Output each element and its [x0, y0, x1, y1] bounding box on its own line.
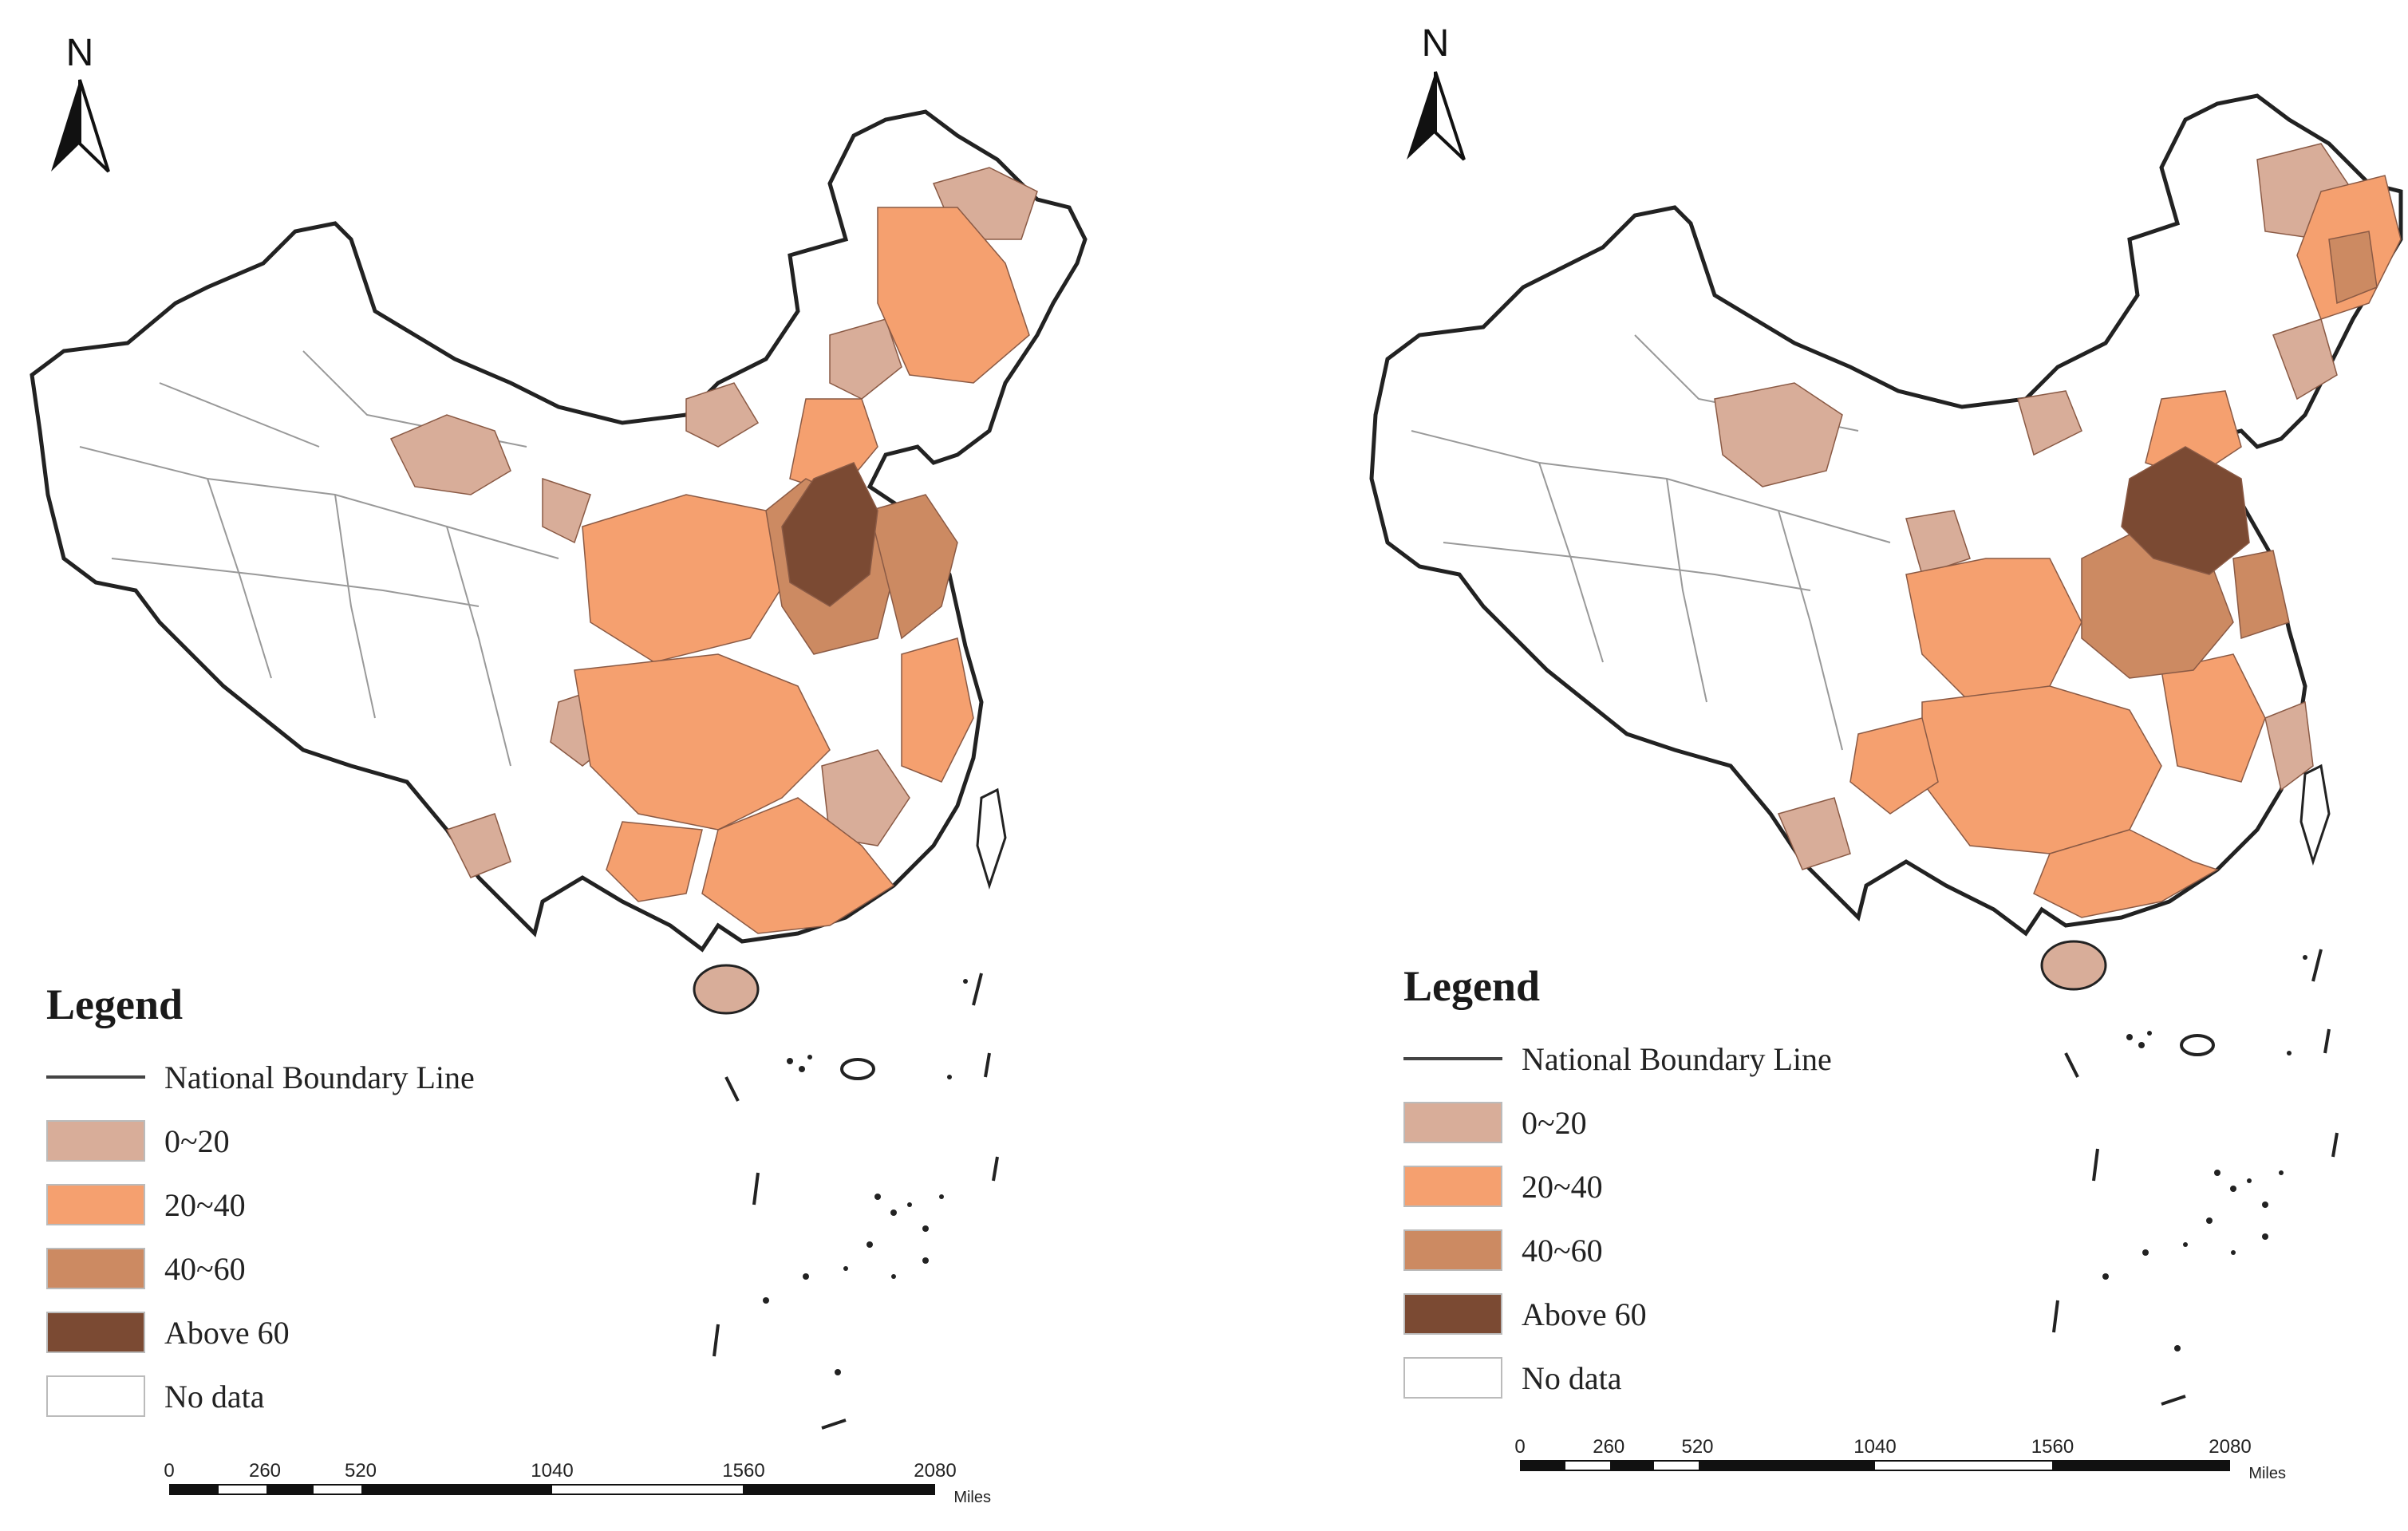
legend-item: No data — [46, 1364, 475, 1428]
north-arrow-icon: N — [1407, 22, 1466, 161]
legend-swatch — [46, 1375, 145, 1417]
scale-tick-label: 520 — [344, 1460, 377, 1482]
map-panel-left: N — [30, 32, 1088, 1506]
legend-label: National Boundary Line — [1522, 1040, 1832, 1077]
scale-tick-label: 1560 — [722, 1460, 765, 1482]
scale-tick-label: 260 — [1593, 1436, 1625, 1458]
scale-tick-label: 2080 — [2209, 1436, 2252, 1458]
legend-label: 40~60 — [164, 1250, 246, 1287]
scale-tick-label: 1560 — [2031, 1436, 2074, 1458]
map-canvas-left: N — [30, 32, 1088, 1430]
legend-label: 20~40 — [164, 1186, 246, 1223]
province-boundaries — [79, 350, 559, 767]
legend-swatch — [1403, 1102, 1502, 1143]
legend-label: 40~60 — [1522, 1232, 1603, 1269]
legend-label: Above 60 — [164, 1314, 290, 1351]
north-label: N — [66, 32, 94, 74]
legend-swatch — [1403, 1357, 1502, 1399]
national-boundary — [1369, 93, 2403, 937]
legend-title: Legend — [46, 981, 184, 1028]
north-arrow-icon: N — [51, 32, 110, 173]
legend-label: Above 60 — [1522, 1296, 1647, 1332]
scale-tick-label: 0 — [1514, 1436, 1526, 1458]
scale-tick-label: 1040 — [1853, 1436, 1897, 1458]
legend-swatch — [1403, 1293, 1502, 1335]
legend-left: Legend National Boundary Line 0~20 20~40… — [46, 980, 475, 1428]
map-canvas-right: N — [1369, 22, 2403, 1406]
legend-swatch — [1403, 1166, 1502, 1207]
scale-tick-label: 1040 — [531, 1460, 574, 1482]
island-dots — [763, 979, 968, 1375]
legend-swatch — [46, 1312, 145, 1353]
scale-tick-label: 520 — [1681, 1436, 1714, 1458]
legend-item: 40~60 — [46, 1237, 475, 1300]
legend-item-boundary: National Boundary Line — [46, 1045, 475, 1109]
legend-swatch — [46, 1184, 145, 1225]
legend-title: Legend — [1403, 962, 1541, 1010]
legend-label: 0~20 — [1522, 1104, 1587, 1141]
choropleth-regions — [389, 167, 1038, 1015]
legend-item: 0~20 — [1403, 1091, 1832, 1154]
legend-label: 20~40 — [1522, 1168, 1603, 1205]
boundary-line-symbol — [1403, 1057, 1502, 1060]
scale-unit: Miles — [2248, 1465, 2286, 1482]
boundary-line-symbol — [46, 1075, 145, 1079]
legend-right: Legend National Boundary Line 0~20 20~40… — [1403, 961, 1832, 1410]
legend-swatch — [46, 1248, 145, 1289]
legend-item: 20~40 — [46, 1173, 475, 1237]
legend-label: No data — [164, 1378, 265, 1415]
scale-tick-label: 260 — [248, 1460, 282, 1482]
scale-tick-label: 2080 — [914, 1460, 957, 1482]
legend-swatch — [1403, 1229, 1502, 1271]
scale-bar-graphic — [1520, 1460, 2230, 1471]
scale-tick-label: 0 — [164, 1460, 175, 1482]
south-china-sea-inset — [713, 973, 999, 1430]
island-dots — [2102, 955, 2307, 1351]
legend-item: No data — [1403, 1346, 1832, 1410]
scale-bar-left: 0 260 520 1040 1560 2080 Miles — [164, 1460, 991, 1506]
legend-label: 0~20 — [164, 1123, 230, 1159]
legend-item: 0~20 — [46, 1109, 475, 1173]
legend-item: Above 60 — [1403, 1282, 1832, 1346]
legend-label: National Boundary Line — [164, 1059, 475, 1095]
map-panel-right: N — [1204, 0, 2408, 1531]
legend-item: 20~40 — [1403, 1154, 1832, 1218]
choropleth-regions — [1714, 143, 2402, 991]
legend-item-boundary: National Boundary Line — [1403, 1027, 1832, 1091]
north-label: N — [1422, 22, 1450, 65]
south-china-sea-inset — [2052, 949, 2339, 1406]
scale-bar-right: 0 260 520 1040 1560 2080 Miles — [1514, 1436, 2286, 1482]
scale-bar-graphic — [169, 1484, 935, 1495]
legend-label: No data — [1522, 1359, 1622, 1396]
province-boundaries — [1411, 334, 1891, 751]
legend-swatch — [46, 1120, 145, 1162]
legend-item: 40~60 — [1403, 1218, 1832, 1282]
legend-item: Above 60 — [46, 1300, 475, 1364]
scale-unit: Miles — [953, 1489, 991, 1506]
